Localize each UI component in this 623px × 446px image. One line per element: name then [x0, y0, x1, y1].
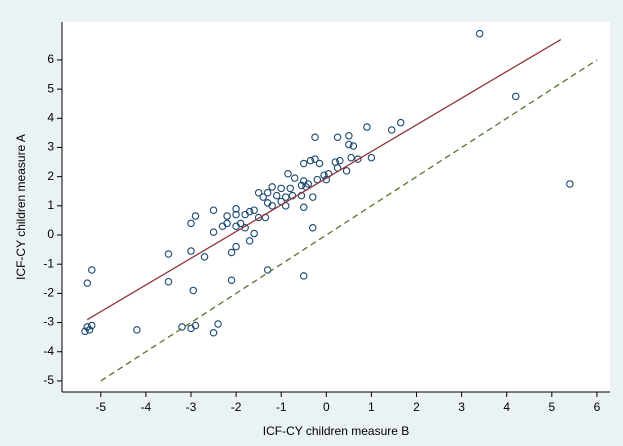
point — [286, 184, 294, 193]
x-axis-label: ICF-CY children measure B — [263, 424, 410, 438]
point — [363, 123, 371, 131]
point — [300, 203, 308, 212]
point — [347, 153, 355, 162]
y-tick-label: -5 — [43, 373, 54, 387]
point — [396, 118, 405, 127]
point — [349, 142, 358, 150]
point — [272, 191, 281, 200]
point — [311, 133, 319, 142]
point — [209, 228, 218, 236]
point — [187, 219, 195, 228]
point — [214, 320, 222, 328]
y-tick-label: 1 — [47, 198, 54, 212]
point — [268, 183, 276, 191]
fit-line — [100, 59, 598, 382]
point — [232, 210, 240, 219]
x-tick-label: -5 — [95, 400, 106, 414]
point — [164, 250, 173, 258]
point — [88, 321, 96, 330]
point — [254, 188, 263, 197]
point — [200, 253, 209, 261]
x-tick-label: -2 — [231, 400, 242, 414]
x-tick-label: 3 — [458, 400, 465, 414]
point — [284, 169, 292, 178]
point — [85, 326, 94, 334]
y-tick-label: 3 — [47, 140, 54, 154]
x-tick-label: 1 — [368, 400, 375, 414]
x-tick-label: -3 — [186, 400, 197, 414]
point — [81, 327, 89, 336]
point — [88, 266, 96, 274]
point — [345, 132, 353, 140]
x-tick-label: 4 — [503, 400, 510, 414]
point — [191, 321, 200, 330]
point — [387, 126, 396, 134]
point — [320, 171, 328, 179]
y-tick-label: 2 — [47, 169, 54, 183]
y-tick-label: 5 — [47, 81, 54, 95]
point — [309, 223, 317, 232]
point — [263, 188, 272, 197]
y-tick-label: 4 — [47, 110, 54, 124]
point — [566, 180, 574, 188]
point — [227, 248, 236, 257]
point — [313, 175, 322, 184]
point — [232, 205, 240, 213]
point — [133, 326, 141, 334]
point — [475, 29, 484, 38]
plot-area — [62, 22, 610, 392]
y-tick-label: -3 — [43, 315, 54, 329]
point — [259, 193, 267, 201]
point — [83, 279, 92, 287]
point — [311, 155, 319, 163]
point — [268, 202, 276, 210]
point — [281, 193, 290, 201]
point — [250, 206, 258, 214]
fit-line — [86, 38, 562, 321]
y-tick-label: -2 — [43, 286, 54, 300]
x-tick-label: 0 — [323, 400, 330, 414]
point — [354, 155, 362, 163]
point — [218, 222, 227, 231]
y-tick-label: -4 — [43, 344, 54, 358]
y-axis-label: ICF-CY children measure A — [14, 134, 28, 280]
point — [511, 92, 520, 101]
point — [263, 266, 272, 274]
point — [306, 156, 315, 165]
point — [209, 329, 218, 337]
point — [342, 167, 351, 175]
point — [277, 184, 285, 193]
point — [333, 133, 342, 142]
x-tick-label: -1 — [276, 400, 287, 414]
point — [345, 140, 353, 149]
point — [300, 159, 308, 168]
point — [367, 153, 376, 162]
point — [232, 242, 240, 251]
point — [209, 206, 218, 214]
y-tick-label: 0 — [47, 227, 54, 241]
point — [223, 212, 231, 220]
point — [189, 286, 197, 295]
point — [187, 247, 195, 255]
point — [232, 222, 240, 231]
point — [309, 193, 317, 201]
y-tick-label: 6 — [47, 52, 54, 66]
point — [245, 237, 254, 245]
point — [241, 210, 249, 219]
x-tick-label: 5 — [548, 400, 555, 414]
point — [315, 159, 324, 168]
point — [164, 277, 173, 286]
point — [191, 212, 200, 220]
point — [297, 181, 306, 190]
y-tick-label: -1 — [43, 256, 54, 270]
x-tick-label: -4 — [141, 400, 152, 414]
point — [227, 276, 236, 284]
point — [336, 156, 344, 165]
x-tick-label: 2 — [413, 400, 420, 414]
point — [250, 229, 258, 238]
point — [290, 174, 299, 182]
x-tick-label: 6 — [594, 400, 601, 414]
point — [300, 272, 308, 280]
